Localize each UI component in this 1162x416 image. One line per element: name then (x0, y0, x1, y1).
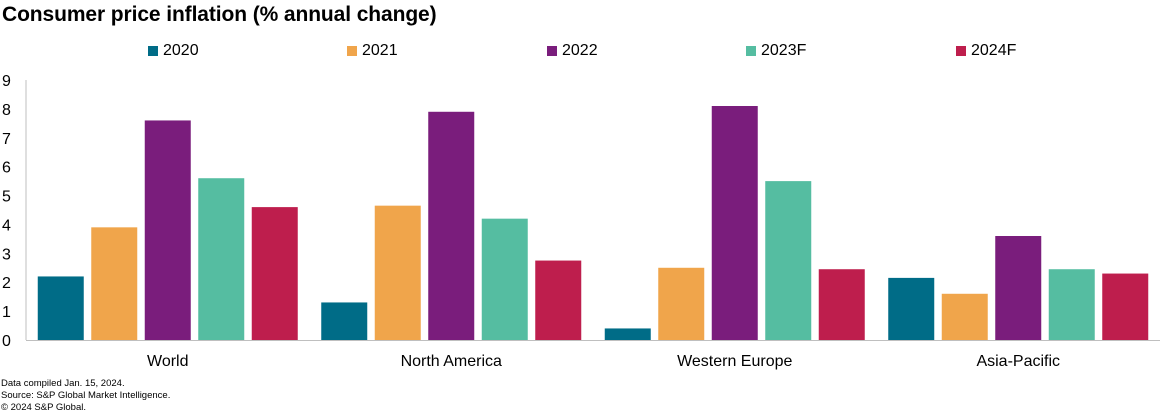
bar-2023f-asia-pacific (1048, 269, 1095, 340)
x-category-label: Western Europe (677, 353, 792, 370)
legend-label: 2023F (761, 42, 807, 59)
legend-swatch (746, 46, 756, 56)
y-tick-label: 7 (2, 131, 11, 148)
legend-swatch (547, 46, 557, 56)
legend-item-2024f: 2024F (956, 42, 1016, 60)
bar-2022-world (144, 120, 191, 340)
bar-2022-north-america (428, 111, 475, 341)
chart-footnotes: Data compiled Jan. 15, 2024. Source: S&P… (1, 378, 170, 414)
bar-2020-asia-pacific (888, 277, 935, 340)
legend-label: 2022 (562, 42, 598, 59)
bar-2023f-western-europe (765, 181, 812, 340)
y-tick-label: 4 (2, 217, 11, 234)
chart-legend: 2020 2021 2022 2023F 2024F (0, 42, 1162, 64)
legend-item-2020: 2020 (148, 42, 199, 60)
bar-2024f-world (251, 207, 298, 340)
x-category-label: Asia-Pacific (976, 353, 1060, 370)
bar-2021-asia-pacific (941, 293, 988, 340)
bar-2023f-north-america (481, 218, 528, 340)
y-tick-label: 9 (2, 73, 11, 90)
legend-label: 2020 (163, 42, 199, 59)
y-tick-label: 8 (2, 102, 11, 119)
bar-2021-north-america (374, 205, 421, 340)
x-category-label: World (147, 353, 189, 370)
footnote-copyright: © 2024 S&P Global. (1, 402, 86, 413)
bar-2024f-asia-pacific (1102, 273, 1149, 340)
bar-2024f-western-europe (818, 269, 865, 340)
legend-swatch (148, 46, 158, 56)
legend-label: 2024F (971, 42, 1017, 59)
legend-item-2023f: 2023F (746, 42, 806, 60)
legend-swatch (347, 46, 357, 56)
chart-title: Consumer price inflation (% annual chang… (2, 3, 437, 26)
y-tick-label: 5 (2, 189, 11, 206)
y-tick-label: 3 (2, 246, 11, 263)
bar-2021-western-europe (658, 267, 705, 340)
legend-swatch (956, 46, 966, 56)
footnote-date: Data compiled Jan. 15, 2024. (1, 378, 125, 389)
legend-label: 2021 (362, 42, 398, 59)
legend-item-2022: 2022 (547, 42, 598, 60)
legend-item-2021: 2021 (347, 42, 398, 60)
bar-2020-western-europe (604, 328, 651, 340)
bar-2020-world (37, 276, 84, 340)
bar-2021-world (91, 227, 138, 340)
bar-2022-asia-pacific (995, 236, 1042, 340)
bar-2024f-north-america (535, 260, 582, 340)
bar-2022-western-europe (711, 106, 758, 340)
bar-2020-north-america (321, 302, 368, 340)
y-tick-label: 0 (2, 333, 11, 350)
x-category-label: North America (401, 353, 502, 370)
y-tick-label: 6 (2, 160, 11, 177)
bar-2023f-world (198, 178, 245, 340)
y-tick-label: 1 (2, 304, 11, 321)
y-tick-label: 2 (2, 275, 11, 292)
footnote-source: Source: S&P Global Market Intelligence. (1, 390, 171, 401)
